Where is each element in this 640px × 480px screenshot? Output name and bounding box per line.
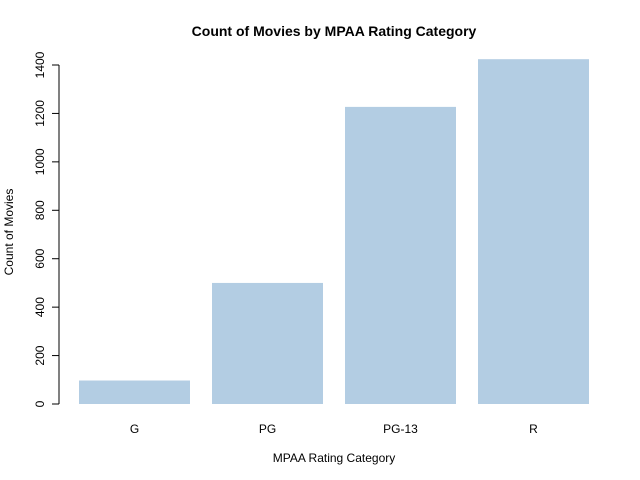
y-tick-label: 200 xyxy=(33,345,47,365)
x-axis-labels: G PG PG-13 R xyxy=(130,422,538,436)
x-axis-title: MPAA Rating Category xyxy=(273,451,396,465)
y-tick-label: 1000 xyxy=(33,148,47,175)
bar-r xyxy=(478,59,589,405)
y-axis-title: Count of Movies xyxy=(2,189,16,276)
bar-g xyxy=(79,380,190,404)
bar-pg-13 xyxy=(345,106,456,404)
y-tick-label: 0 xyxy=(33,400,47,407)
y-tick-label: 800 xyxy=(33,200,47,220)
x-tick-label: G xyxy=(130,422,139,436)
x-tick-label: PG xyxy=(259,422,276,436)
y-tick-label: 600 xyxy=(33,248,47,268)
bars-group xyxy=(79,59,589,405)
x-tick-label: PG-13 xyxy=(383,422,418,436)
y-tick-label: 1400 xyxy=(33,51,47,78)
y-tick-label: 1200 xyxy=(33,100,47,127)
x-tick-label: R xyxy=(529,422,538,436)
bar-pg xyxy=(212,282,323,404)
chart-title: Count of Movies by MPAA Rating Category xyxy=(192,23,477,39)
y-axis: 0 200 400 600 800 1000 1200 1400 xyxy=(33,51,60,407)
y-tick-label: 400 xyxy=(33,297,47,317)
